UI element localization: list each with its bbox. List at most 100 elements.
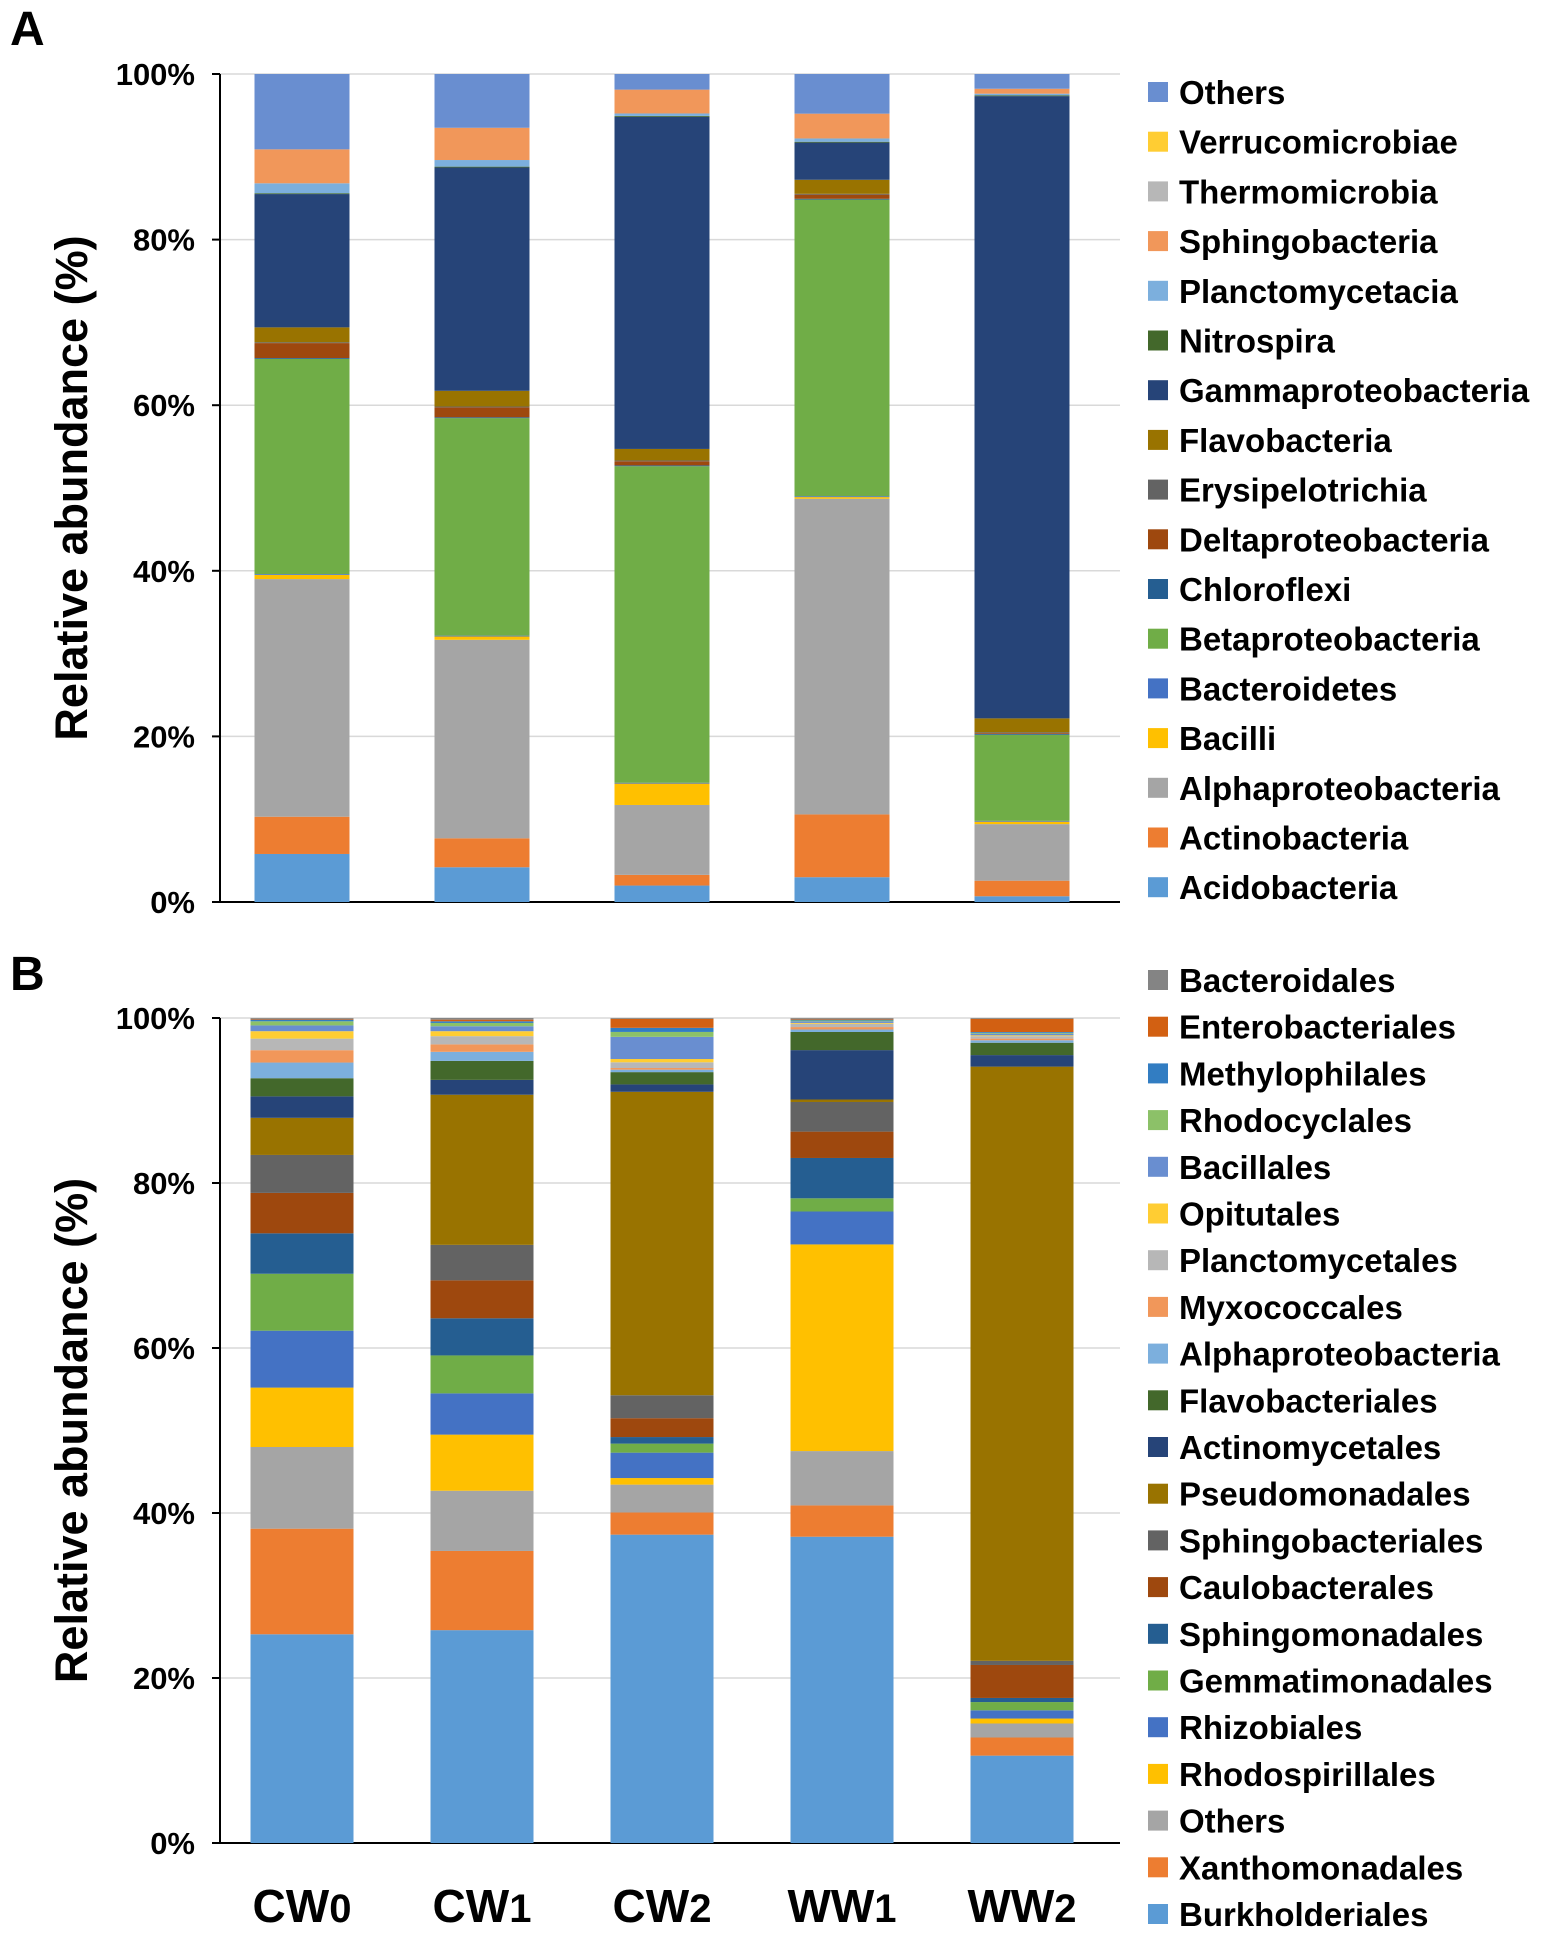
bar-segment [794,179,890,194]
y-tick-label: 0% [150,885,195,920]
bar-segment [974,821,1070,825]
bar-segment [434,160,530,167]
bar-segment [250,1038,354,1051]
legend-label: Pseudomonadales [1179,1476,1471,1513]
legend-label: Sphingomonadales [1179,1616,1483,1653]
bar-segment [250,1018,354,1019]
legend-label: Rhizobiales [1179,1709,1362,1746]
bar-segment [614,74,710,90]
bar-segment [790,1451,894,1506]
bar-segment [790,1021,894,1023]
bar-segment [794,138,890,142]
legend-swatch [1148,827,1168,848]
bar-segment [434,166,530,168]
legend: Others Verrucomicrobiae Thermomicrobia Sphi… [1148,74,1530,906]
bar-segment [430,1031,534,1037]
bar-segment [434,838,530,868]
bar-segment [430,1021,534,1023]
x-category-sub: 2 [1054,1887,1076,1931]
bar-stack-ww1 [790,1018,894,1843]
bar-segment [610,1072,714,1085]
bar-segment [974,93,1070,96]
legend-label: Xanthomonadales [1179,1849,1463,1886]
legend-swatch [1148,330,1168,351]
legend-label: Alphaproteobacteria [1179,770,1501,807]
bar-segment [434,390,530,407]
bar-segment [254,342,350,344]
y-tick-label: 60% [133,388,195,423]
bar-segment [614,466,710,783]
bar-segment [430,1018,534,1020]
bar-segment [430,1019,534,1022]
bar-stack-cw2 [610,1018,714,1843]
legend-swatch [1148,231,1168,252]
y-axis-label: Relative abundance (%) [46,235,97,740]
bar-segment [974,880,1070,897]
legend-swatch [1148,280,1168,301]
bar-segment [794,496,890,498]
bar-segment [974,733,1070,734]
legend-label: Caulobacterales [1179,1569,1434,1606]
legend-swatch [1148,181,1168,202]
bar-segment [974,718,1070,733]
panel-letter: A [10,3,45,56]
bar-segment [790,1536,894,1843]
bar-segment [254,853,350,902]
legend-swatch [1148,777,1168,798]
bar-segment [610,1059,714,1063]
bar-segment [970,1697,1074,1703]
bar-segment [434,406,530,408]
bar-segment [250,1050,354,1063]
legend-label: Flavobacteria [1179,422,1392,459]
legend-label: Nitrospira [1179,323,1336,360]
legend-swatch [1148,1343,1168,1364]
legend-label: Rhodospirillales [1179,1756,1436,1793]
bar-segment [794,198,890,200]
bar-segment [974,732,1070,734]
legend-label: Gemmatimonadales [1179,1663,1493,1700]
bar-segment [614,89,710,114]
legend-label: Burkholderiales [1179,1896,1428,1933]
legend-label: Deltaproteobacteria [1179,521,1490,558]
legend-swatch [1148,1763,1168,1784]
legend-label: Erysipelotrichia [1179,472,1427,509]
bar-segment [614,448,710,461]
bar-segment [250,1117,354,1155]
bar-segment [250,1192,354,1234]
bar-segment [790,1020,894,1022]
legend-swatch [1148,628,1168,649]
legend-label: Verrucomicrobiae [1179,124,1458,161]
bar-segment [970,1664,1074,1698]
legend-label: Planctomycetacia [1179,273,1458,310]
legend-label: Bacilli [1179,720,1276,757]
bar-segment [970,1032,1074,1033]
legend-swatch [1148,1623,1168,1644]
bar-segment [970,1055,1074,1067]
legend-swatch [1148,1296,1168,1317]
bar-segment [970,1737,1074,1756]
bar-segment [250,1154,354,1193]
y-tick-label: 80% [133,1166,195,1201]
bar-segment [970,1042,1074,1056]
bar-segment [614,885,710,902]
bar-segment [430,1434,534,1491]
bar-segment [430,1630,534,1843]
bar-segment [790,1019,894,1021]
bar-segment [254,183,350,194]
bar-segment [254,358,350,575]
bar-segment [610,1443,714,1453]
chart-panel-a: A 0% 20% 40% 60% 80% 100% Relative abundance (%… [10,3,1530,920]
bar-segment [970,1660,1074,1665]
legend-label: Thermomicrobia [1179,173,1438,210]
legend-swatch [1148,877,1168,898]
bar-segment [430,1026,534,1032]
bar-segment [610,1018,714,1028]
bar-segment [790,1101,894,1132]
bar-segment [790,1050,894,1100]
bar-segment [254,574,350,580]
x-category-label: CW2 [613,1880,712,1932]
legend-swatch [1148,1577,1168,1598]
legend-swatch [1148,529,1168,550]
bar-segment [790,1505,894,1537]
